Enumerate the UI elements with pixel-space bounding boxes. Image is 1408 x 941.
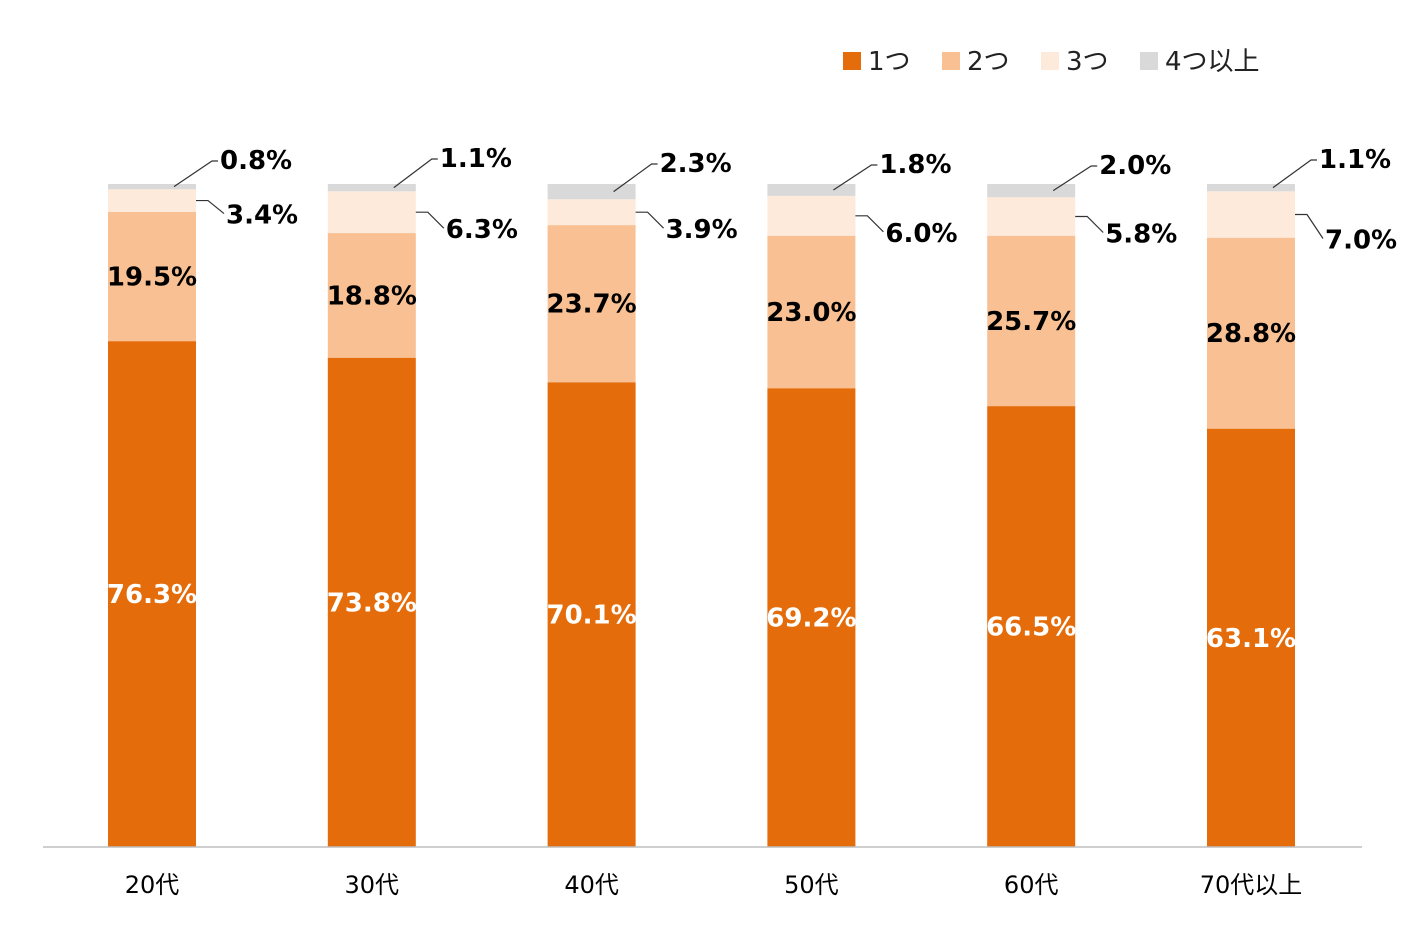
bar-segment-4 bbox=[767, 184, 856, 196]
value-label: 3.4% bbox=[226, 201, 298, 231]
value-label: 7.0% bbox=[1325, 225, 1397, 255]
category-label: 30代 bbox=[345, 871, 400, 899]
legend: 1つ 2つ 3つ 4つ以上 bbox=[843, 47, 1260, 77]
value-label: 19.5% bbox=[107, 262, 197, 292]
value-label: 66.5% bbox=[986, 613, 1076, 643]
value-label: 18.8% bbox=[327, 281, 417, 311]
bar-segment-2 bbox=[1207, 237, 1295, 429]
value-label: 3.9% bbox=[666, 215, 738, 245]
bar-segment-3 bbox=[1207, 191, 1295, 238]
bar-segment-3 bbox=[987, 197, 1076, 236]
value-label: 6.3% bbox=[446, 215, 518, 245]
bar-segment-4 bbox=[108, 184, 196, 190]
value-label: 1.8% bbox=[879, 150, 951, 180]
bar-segment-2 bbox=[767, 235, 856, 389]
bar-segment-1 bbox=[327, 357, 416, 847]
value-label: 0.8% bbox=[220, 146, 292, 176]
bar-segment-4 bbox=[1207, 184, 1295, 192]
bar-segment-1 bbox=[108, 341, 196, 847]
leader-lines bbox=[173, 158, 1324, 239]
leader-line bbox=[415, 211, 445, 229]
bar-segment-2 bbox=[108, 211, 196, 342]
leader-line bbox=[1295, 213, 1324, 239]
bars bbox=[108, 184, 1295, 847]
legend-label-2: 2つ bbox=[967, 47, 1010, 77]
category-label: 60代 bbox=[1004, 871, 1059, 899]
bar-segment-2 bbox=[987, 235, 1076, 407]
category-label: 50代 bbox=[784, 871, 839, 899]
bar-segment-3 bbox=[547, 199, 636, 226]
bar-segment-4 bbox=[987, 184, 1076, 198]
leader-line bbox=[635, 211, 665, 229]
bar-segment-4 bbox=[547, 184, 636, 200]
value-label: 73.8% bbox=[327, 588, 417, 618]
value-labels: 76.3% 19.5% 3.4% 0.8% 73.8% 18.8% 6.3% 1.1% 70.1… bbox=[107, 144, 1397, 654]
value-label: 2.0% bbox=[1099, 151, 1171, 181]
leader-line bbox=[196, 199, 225, 215]
bar-segment-3 bbox=[108, 189, 196, 212]
bar-segment-3 bbox=[767, 195, 856, 236]
leader-line bbox=[855, 215, 884, 233]
bar-segment-4 bbox=[327, 184, 416, 192]
bar-segment-1 bbox=[547, 382, 636, 847]
leader-line bbox=[393, 158, 438, 189]
category-label: 70代以上 bbox=[1200, 871, 1303, 899]
value-label: 23.7% bbox=[546, 290, 636, 320]
value-label: 1.1% bbox=[440, 144, 512, 174]
value-label: 70.1% bbox=[546, 601, 636, 631]
legend-label-3: 3つ bbox=[1066, 47, 1109, 77]
value-label: 25.7% bbox=[986, 307, 1076, 337]
bar-segment-3 bbox=[327, 191, 416, 234]
leader-line bbox=[613, 163, 658, 193]
leader-line bbox=[1075, 215, 1104, 233]
value-label: 23.0% bbox=[766, 298, 856, 328]
value-label: 69.2% bbox=[766, 604, 856, 634]
bar-segment-1 bbox=[1207, 428, 1295, 847]
bar-segment-1 bbox=[987, 406, 1076, 847]
legend-label-4: 4つ以上 bbox=[1165, 47, 1260, 77]
legend-swatch-3 bbox=[1041, 52, 1059, 70]
value-label: 28.8% bbox=[1206, 319, 1296, 349]
value-label: 6.0% bbox=[885, 219, 957, 249]
category-label: 20代 bbox=[125, 871, 180, 899]
leader-line bbox=[833, 164, 878, 191]
legend-swatch-4 bbox=[1140, 52, 1158, 70]
value-label: 5.8% bbox=[1105, 219, 1177, 249]
leader-line bbox=[1052, 165, 1098, 192]
legend-swatch-1 bbox=[843, 52, 861, 70]
bar-segment-2 bbox=[327, 233, 416, 358]
value-label: 1.1% bbox=[1319, 145, 1391, 175]
leader-line bbox=[1272, 159, 1317, 189]
legend-swatch-2 bbox=[942, 52, 960, 70]
value-label: 2.3% bbox=[660, 149, 732, 179]
bar-segment-1 bbox=[767, 388, 856, 847]
category-label: 40代 bbox=[564, 871, 619, 899]
leader-line bbox=[173, 160, 218, 188]
legend-label-1: 1つ bbox=[868, 47, 911, 77]
bar-segment-2 bbox=[547, 225, 636, 383]
value-label: 63.1% bbox=[1206, 624, 1296, 654]
category-labels: 20代 30代 40代 50代 60代 70代以上 bbox=[125, 871, 1303, 899]
value-label: 76.3% bbox=[107, 580, 197, 610]
